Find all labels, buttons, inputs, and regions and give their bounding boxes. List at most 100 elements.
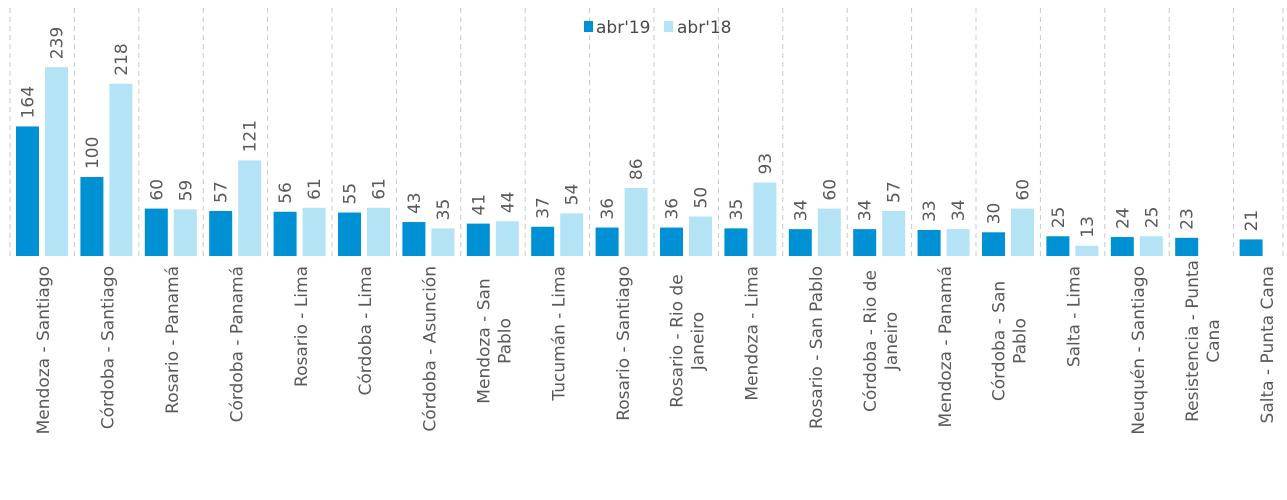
data-label: 164 — [19, 86, 39, 118]
category-label: Pablo — [496, 318, 516, 364]
category-labels: Mendoza - Santiago Córdoba - Santiago Rosa… — [34, 260, 1278, 435]
data-label: 34 — [856, 199, 876, 221]
bar — [753, 182, 777, 256]
category-label: Córdoba - Panamá — [227, 266, 247, 422]
category-label: Mendoza - Lima — [743, 266, 763, 401]
category-label: Córdoba - Asunción — [421, 266, 441, 432]
bar — [273, 211, 297, 256]
data-label: 100 — [83, 137, 103, 169]
category-label: Córdoba - Santiago — [99, 266, 119, 429]
category-label: Mendoza - Santiago — [34, 266, 54, 434]
data-label: 239 — [48, 27, 68, 59]
data-label: 35 — [434, 199, 454, 221]
bar — [853, 229, 877, 256]
data-label: 25 — [1142, 207, 1162, 229]
data-label: 218 — [112, 43, 132, 75]
data-label: 61 — [305, 178, 325, 200]
category-label: Mendoza - San — [475, 278, 495, 403]
bar — [624, 188, 648, 256]
bar — [173, 209, 197, 256]
bar — [80, 177, 104, 256]
bar — [238, 160, 262, 256]
category-label: Janeiro — [882, 312, 902, 371]
data-label: 54 — [563, 184, 583, 206]
data-label: 86 — [627, 158, 647, 180]
bar — [1046, 236, 1070, 256]
bar — [724, 228, 748, 256]
bar — [595, 227, 619, 256]
data-label: 37 — [534, 197, 554, 219]
bar — [1175, 237, 1199, 256]
bar — [431, 228, 455, 256]
legend-label-abr19: abr'19 — [596, 18, 651, 38]
bar — [660, 227, 683, 256]
legend-swatch-abr19 — [584, 21, 593, 32]
data-label: 56 — [276, 182, 296, 204]
bar — [1239, 239, 1263, 256]
bar — [917, 229, 941, 256]
data-label: 24 — [1113, 207, 1133, 229]
data-label: 59 — [176, 180, 196, 202]
data-label: 25 — [1049, 207, 1069, 229]
category-label: Rosario - Lima — [292, 266, 312, 387]
category-label: Rosario - San Pablo — [807, 266, 827, 429]
bar — [1075, 245, 1099, 256]
data-label: 36 — [598, 198, 618, 220]
data-label: 93 — [756, 153, 776, 175]
bar — [338, 212, 361, 256]
bar — [689, 216, 712, 256]
bar — [817, 208, 841, 256]
bar — [402, 222, 426, 256]
bar — [495, 221, 519, 256]
value-labels: 164 239 100 218 60 59 57 121 56 61 55 61 43 35 41 44 37 5… — [19, 27, 1263, 238]
bar — [788, 229, 812, 256]
category-label: Cana — [1204, 319, 1224, 362]
data-label: 55 — [341, 183, 361, 205]
category-label: Neuquén - Santiago — [1129, 266, 1149, 435]
data-label: 23 — [1178, 208, 1198, 230]
category-label: Rosario - Santiago — [614, 266, 634, 421]
bars — [16, 67, 1263, 256]
category-label: Córdoba - San — [990, 281, 1010, 401]
data-label: 50 — [692, 187, 712, 209]
bar — [982, 232, 1005, 256]
category-label: Salta - Lima — [1065, 266, 1085, 367]
category-label: Rosario - Panamá — [163, 266, 183, 414]
bar — [302, 207, 326, 256]
bar — [45, 67, 68, 256]
legend-label-abr18: abr'18 — [677, 18, 732, 38]
data-label: 121 — [241, 120, 261, 152]
bar — [144, 208, 168, 256]
data-label: 34 — [791, 199, 811, 221]
data-label: 60 — [1014, 179, 1034, 201]
data-label: 30 — [985, 203, 1005, 225]
data-label: 44 — [498, 192, 518, 214]
category-label: Córdoba - Lima — [356, 266, 376, 395]
category-label: Mendoza - Panamá — [936, 266, 956, 427]
data-label: 33 — [920, 200, 940, 222]
category-label: Pablo — [1011, 318, 1031, 364]
data-label: 41 — [469, 194, 489, 216]
bar — [882, 210, 906, 256]
legend: abr'19 abr'18 — [584, 18, 732, 38]
bar — [1110, 237, 1134, 256]
legend-swatch-abr18 — [664, 21, 673, 32]
data-label: 60 — [820, 179, 840, 201]
data-label: 57 — [885, 181, 905, 203]
category-label: Salta - Punta Cana — [1258, 266, 1278, 423]
data-label: 35 — [727, 199, 747, 221]
data-label: 43 — [405, 192, 425, 214]
data-label: 57 — [212, 181, 232, 203]
data-label: 13 — [1078, 216, 1098, 238]
category-label: Córdoba - Rio de — [861, 270, 881, 412]
bar — [1011, 208, 1034, 256]
category-label: Rosario - Rio de — [668, 274, 688, 407]
data-label: 36 — [663, 198, 683, 220]
bar — [466, 223, 490, 256]
bar — [367, 207, 390, 256]
category-label: Janeiro — [689, 312, 709, 371]
data-label: 60 — [147, 179, 167, 201]
bar — [16, 126, 39, 256]
